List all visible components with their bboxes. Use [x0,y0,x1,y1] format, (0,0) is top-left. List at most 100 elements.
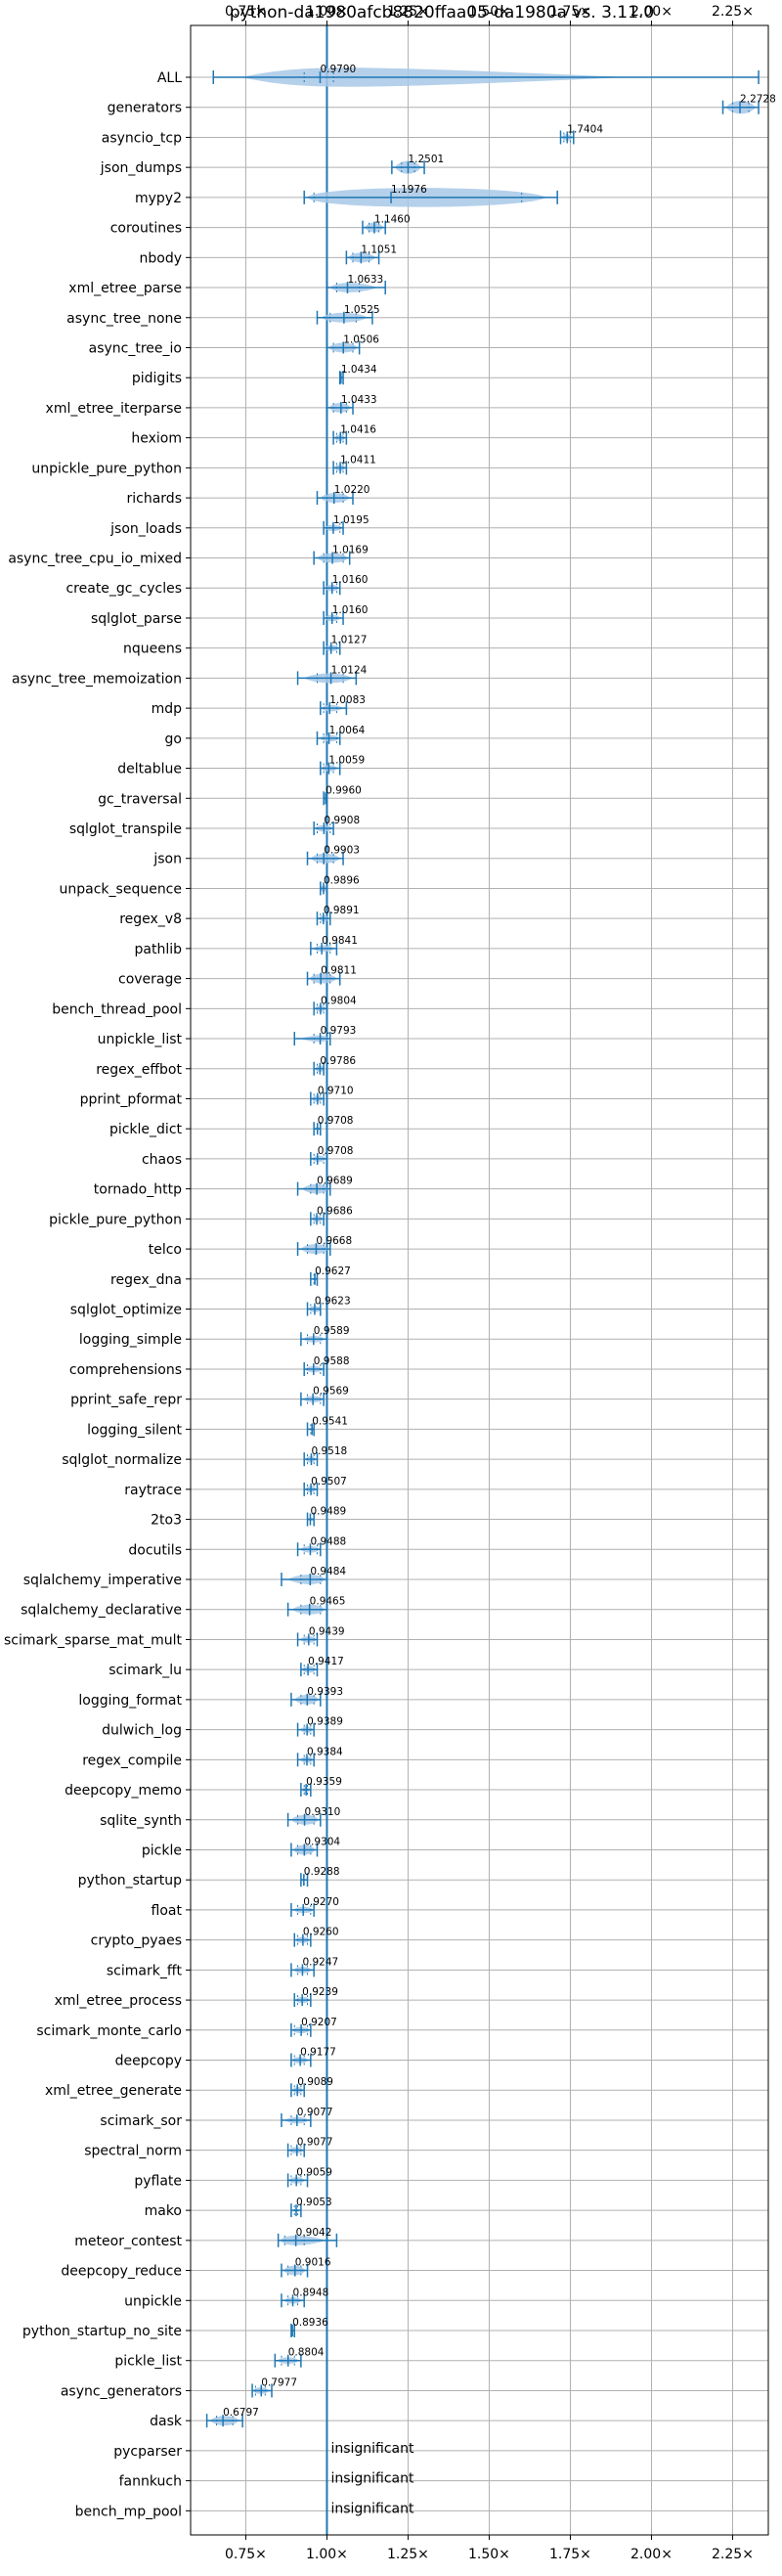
value-label: 0.9786 [320,1055,356,1067]
value-label: 0.9488 [310,1535,346,1547]
value-label: 1.0195 [333,514,369,526]
value-label: 0.9393 [307,1686,343,1698]
x-tick-label-top: 2.00× [630,4,673,20]
value-label: 1.0064 [329,725,366,736]
value-label: 1.0169 [332,545,369,556]
benchmark-label: pycparser [113,2444,182,2460]
value-label: 0.9903 [324,845,360,857]
x-tick-label-top: 1.75× [549,4,591,20]
value-label: 0.9588 [314,1355,350,1367]
benchmark-label: async_generators [61,2383,182,2399]
value-label: 0.9270 [303,1896,339,1908]
x-tick-label-bottom: 0.75× [225,2547,267,2562]
benchmark-label: pickle_dict [109,1122,183,1137]
benchmark-label: unpickle_list [98,1032,183,1047]
benchmark-label: logging_silent [87,1422,182,1438]
benchmark-label: async_tree_memoization [12,671,182,687]
benchmark-label: json_loads [109,521,182,537]
benchmark-label: scimark_monte_carlo [36,2023,182,2039]
benchmark-label: pickle_pure_python [49,1212,182,1227]
benchmark-label: docutils [128,1542,182,1558]
benchmark-label: async_tree_none [66,311,182,327]
benchmark-label: pprint_pformat [80,1091,183,1107]
x-tick-label-top: 1.50× [468,4,510,20]
value-label: 0.9304 [304,1836,340,1847]
benchmark-label: coroutines [110,221,182,237]
value-label: 0.9708 [318,1145,354,1157]
benchmark-label: create_gc_cycles [65,581,182,597]
axis-layer: 0.75× 0.75× 1.00× 1.00× 1.25× 1.25× 1.50× 1.50×… [4,4,769,2562]
value-label: 0.9891 [324,905,360,916]
value-label: 1.1976 [391,184,427,196]
x-tick-label-top: 0.75× [225,4,267,20]
value-label: 0.9089 [297,2076,333,2088]
value-label: 0.9689 [317,1176,353,1187]
benchmark-label: sqlglot_normalize [62,1452,182,1468]
benchmark-label: logging_format [78,1693,182,1709]
value-label: 0.9077 [297,2107,333,2118]
value-label: 0.9569 [313,1386,349,1398]
benchmark-label: ALL [157,70,182,86]
benchmark-label: hexiom [131,431,182,447]
value-label: 0.8936 [292,2317,328,2329]
benchmark-label: chaos [142,1152,182,1168]
value-label: 1.1460 [374,214,411,226]
benchmark-label: pickle_list [114,2354,182,2370]
benchmark-label: pidigits [132,371,182,386]
benchmark-label: deepcopy_memo [65,1783,182,1799]
value-label: 0.9077 [297,2137,333,2149]
value-label: 0.9016 [295,2257,331,2269]
benchmark-label: richards [127,491,183,507]
benchmark-label: dulwich_log [102,1723,182,1739]
value-label: 0.9359 [306,1776,342,1788]
value-label: 1.0633 [347,274,383,286]
benchmark-label: deepcopy_reduce [61,2264,182,2280]
value-label: 0.9686 [317,1205,353,1217]
value-label: 0.6797 [223,2407,259,2419]
value-label: 0.9908 [324,815,360,826]
value-label: 0.9541 [312,1415,348,1427]
insignificant-label: insignificant [330,2501,414,2516]
value-label: 0.9239 [302,1986,338,1998]
value-label: 1.0525 [344,304,380,316]
benchmark-label: dask [150,2414,183,2429]
value-label: 0.9793 [321,1025,357,1037]
benchmark-label: xml_etree_process [55,1993,182,2009]
value-label: 0.9623 [315,1296,351,1308]
value-label: 1.2501 [408,154,444,165]
benchmark-label: deltablue [117,762,182,777]
value-label: 0.9247 [302,1956,338,1968]
benchmark-label: gc_traversal [98,791,182,807]
value-label: 1.0160 [332,574,369,586]
value-label: 0.9042 [296,2227,332,2239]
value-label: 0.9507 [311,1476,347,1488]
benchmark-label: python_startup_no_site [22,2324,182,2339]
value-label: 0.8804 [288,2347,325,2359]
value-label: 0.9389 [307,1716,343,1728]
benchmark-label: scimark_sparse_mat_mult [4,1632,182,1648]
value-label: 1.7404 [567,123,603,135]
plot-layer: 0.9790 2.2728 1.7404 1.2501 1.1976 1.1460 1.10… [205,25,776,2535]
insignificant-label: insignificant [330,2471,414,2487]
benchmark-label: bench_mp_pool [75,2504,182,2519]
benchmark-label: crypto_pyaes [91,1933,182,1949]
value-label: 1.0416 [340,424,376,436]
benchmark-label: deepcopy [115,2054,182,2069]
benchmark-label: mako [145,2203,182,2219]
benchmark-label: unpickle_pure_python [31,461,182,476]
insignificant-label: insignificant [330,2441,414,2457]
value-label: 0.9811 [321,965,357,977]
value-label: 0.8948 [293,2287,329,2298]
x-tick-label-bottom: 1.75× [549,2547,591,2562]
benchmark-label: raytrace [124,1483,182,1498]
benchmark-label: pyflate [134,2173,182,2189]
benchmark-label: asyncio_tcp [102,130,182,146]
benchmark-label: float [152,1903,183,1919]
benchmark-label: regex_dna [110,1272,182,1288]
benchmark-label: scimark_lu [109,1663,182,1678]
value-label: 0.9790 [320,64,356,75]
value-label: 1.0083 [329,694,366,706]
value-label: 0.9841 [322,935,358,947]
benchmark-label: meteor_contest [74,2234,182,2249]
benchmark-label: pickle [142,1843,182,1858]
